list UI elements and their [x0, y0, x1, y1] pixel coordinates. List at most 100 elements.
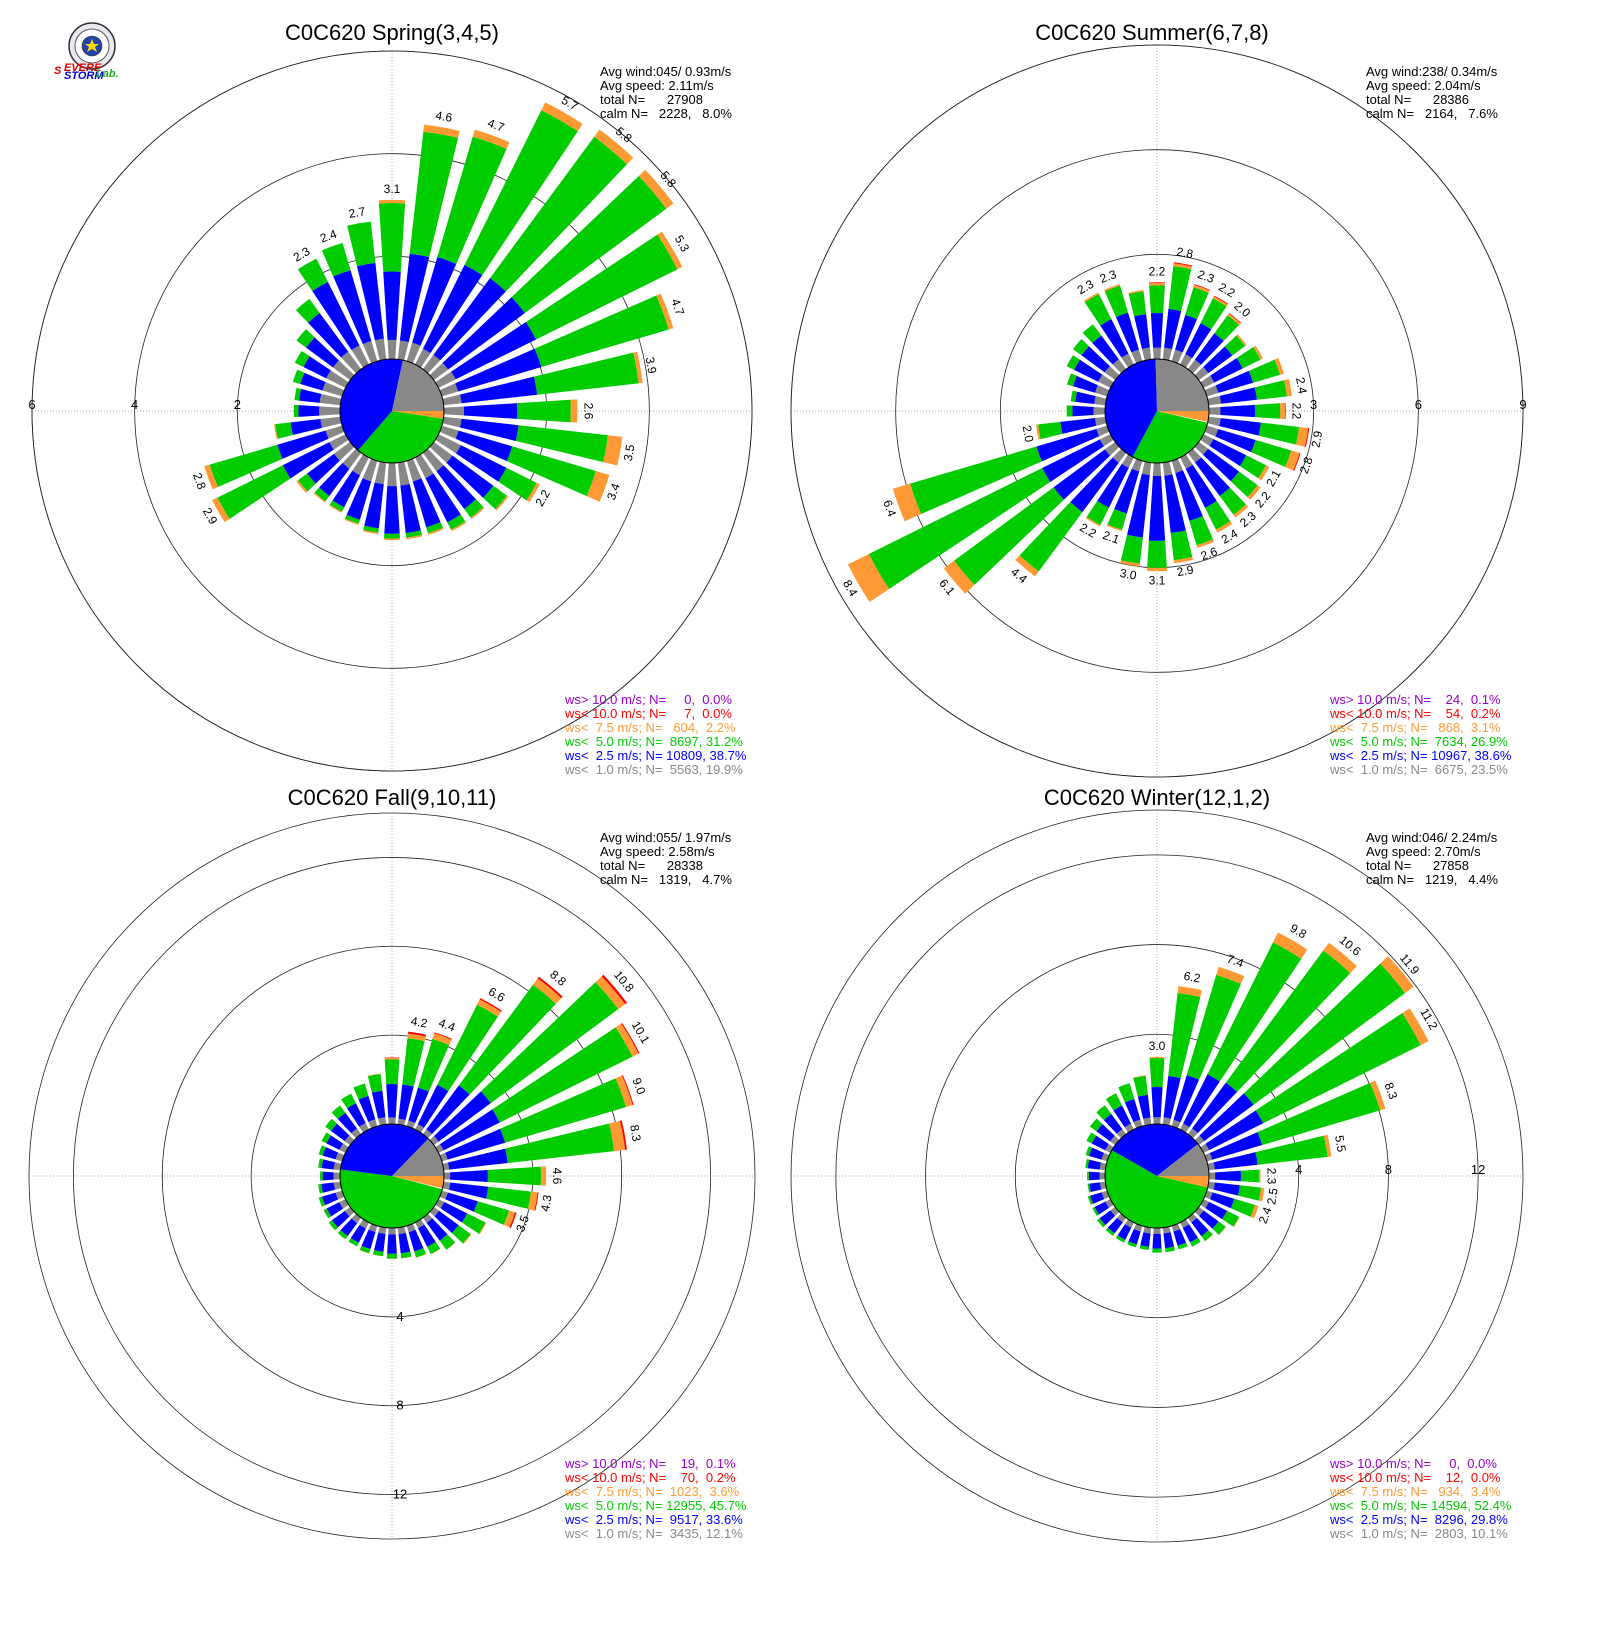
- bar-segment-lt7_5: [1280, 402, 1285, 420]
- legend-entry-lt7_5: ws< 7.5 m/s; N= 604, 2.2%: [564, 720, 736, 735]
- bar-segment-lt1: [422, 448, 444, 472]
- bar-total-label: 9.8: [1288, 921, 1310, 942]
- svg-text:EVERE: EVERE: [64, 62, 102, 74]
- bar-segment-lt5: [533, 352, 639, 395]
- bar-segment-lt1: [1133, 1119, 1143, 1129]
- bar-segment-lt1: [1207, 1162, 1215, 1171]
- bar-segment-lt7_5: [1258, 1187, 1265, 1202]
- bar-segment-lt1: [335, 1190, 345, 1200]
- bar-segment-lt2_5: [1148, 475, 1166, 541]
- bar-segment-lt1: [397, 461, 410, 486]
- bar-segment-lt7_5: [1370, 1080, 1386, 1111]
- bar-segment-lt2_5: [1220, 404, 1256, 418]
- bar-segment-lt5: [1168, 266, 1192, 312]
- bar-segment-lt1: [1187, 1213, 1197, 1223]
- bar-segment-lt1: [332, 360, 355, 381]
- bar-total-label: 3.5: [621, 443, 638, 462]
- bar-segment-lt5: [1240, 1169, 1260, 1183]
- bar-segment-lt7_5: [1236, 334, 1247, 347]
- bar-segment-lt1: [1162, 1117, 1171, 1126]
- bar-total-label: 6.4: [880, 498, 899, 519]
- bar-segment-lt7_5: [570, 399, 578, 423]
- stats-line: Avg wind:055/ 1.97m/s: [600, 830, 732, 845]
- bar-segment-lt2_5: [1072, 405, 1094, 417]
- bar-segment-lt2_5: [326, 1202, 343, 1217]
- bar-segment-lt2_5: [312, 281, 360, 350]
- bar-segment-lt5: [1070, 390, 1077, 402]
- bar-segment-lt7_5: [430, 1248, 441, 1255]
- radial-tick-label: 3: [1310, 397, 1317, 412]
- bar-segment-lt1: [429, 362, 449, 381]
- pie-outline: [339, 358, 445, 464]
- bar-segment-lt5: [1086, 500, 1109, 525]
- bar-segment-lt5: [1258, 422, 1300, 445]
- bar-segment-lt1: [435, 371, 456, 388]
- bar-segment-lt2_5: [1053, 449, 1111, 500]
- bar-segment-lt2_5: [1036, 428, 1100, 462]
- bar-segment-lt2_5: [1219, 418, 1261, 436]
- bar-segment-lt1: [1200, 375, 1215, 388]
- bar-segment-lt5: [353, 1083, 369, 1100]
- bar-segment-lt1: [1141, 347, 1152, 361]
- bar-segment-lt5: [458, 984, 556, 1095]
- bar-segment-lt1: [388, 1227, 396, 1235]
- bar-segment-lt5: [1214, 315, 1240, 342]
- bar-segment-lt5: [331, 1105, 346, 1120]
- radial-tick-label: 2: [234, 397, 241, 412]
- bar-segment-lt7_5: [1233, 504, 1249, 518]
- bar-total-label: 2.9: [1176, 562, 1195, 579]
- bar-segment-lt5: [1170, 530, 1193, 561]
- bar-segment-lt2_5: [1103, 1113, 1123, 1134]
- bar-segment-lt7_5: [1149, 1056, 1165, 1059]
- bar-segment-lt7_5: [609, 1120, 626, 1152]
- bar-segment-lt2_5: [1089, 1182, 1102, 1193]
- bar-segment-lt2_5: [455, 430, 513, 462]
- bar-segment-lt5: [367, 1074, 383, 1093]
- bar-segment-lt7_5: [595, 976, 626, 1010]
- bar-segment-lt5: [1243, 963, 1406, 1105]
- bar-segment-lt1: [1121, 353, 1134, 368]
- bar-segment-lt5: [1082, 324, 1102, 344]
- bar-segment-lt7_5: [1233, 1216, 1240, 1228]
- bar-total-label: 2.5: [1264, 1187, 1281, 1206]
- bar-segment-lt2_5: [361, 1229, 376, 1250]
- bar-segment-lt1: [1204, 425, 1219, 437]
- bar-segment-lt10: [534, 1192, 539, 1211]
- bar-segment-lt5: [347, 221, 376, 267]
- bar-segment-lt7_5: [1204, 1234, 1213, 1242]
- bar-segment-lt7_5: [478, 1222, 487, 1235]
- bar-segment-lt5: [505, 1123, 615, 1164]
- bar-total-label: 9.0: [629, 1076, 648, 1097]
- bar-segment-lt2_5: [408, 1087, 429, 1123]
- bar-segment-lt1: [1187, 359, 1202, 374]
- bar-segment-lt2_5: [417, 1224, 436, 1247]
- bar-segment-lt1: [333, 1181, 342, 1190]
- bar-segment-lt2_5: [1191, 1217, 1209, 1237]
- bar-segment-lt10: [1213, 295, 1229, 305]
- bar-segment-lt7_5: [495, 495, 509, 511]
- bar-segment-lt5: [498, 467, 537, 501]
- bar-segment-lt2_5: [1075, 391, 1096, 404]
- bar-segment-lt2_5: [447, 1148, 508, 1170]
- bar-segment-lt1: [1162, 1226, 1171, 1234]
- bar-segment-lt7_5: [1380, 956, 1414, 994]
- legend-entry-lt10: ws< 10.0 m/s; N= 54, 0.2%: [1329, 706, 1501, 721]
- bar-segment-lt2_5: [1137, 1094, 1151, 1119]
- stats-line: Avg speed: 2.04m/s: [1366, 78, 1481, 93]
- bar-segment-lt2_5: [1164, 474, 1186, 534]
- radial-ring: [835, 854, 1479, 1498]
- bar-total-label: 2.4: [1256, 1205, 1275, 1226]
- legend-entry-lt1: ws< 1.0 m/s; N= 6675, 23.5%: [1329, 762, 1508, 777]
- bar-segment-lt2_5: [1134, 314, 1150, 349]
- bar-segment-lt5: [328, 1220, 338, 1231]
- bar-segment-lt5: [437, 136, 507, 264]
- bar-total-label: 3.1: [384, 182, 401, 196]
- bar-segment-lt2_5: [460, 418, 519, 441]
- radial-tick-label: 12: [1471, 1162, 1485, 1177]
- stats-line: calm N= 2164, 7.6%: [1366, 106, 1498, 121]
- stats-line: Avg speed: 2.11m/s: [600, 78, 714, 93]
- bar-segment-lt7_5: [615, 1075, 633, 1108]
- bar-segment-lt1: [415, 454, 434, 479]
- bar-segment-lt7_5: [1035, 424, 1041, 440]
